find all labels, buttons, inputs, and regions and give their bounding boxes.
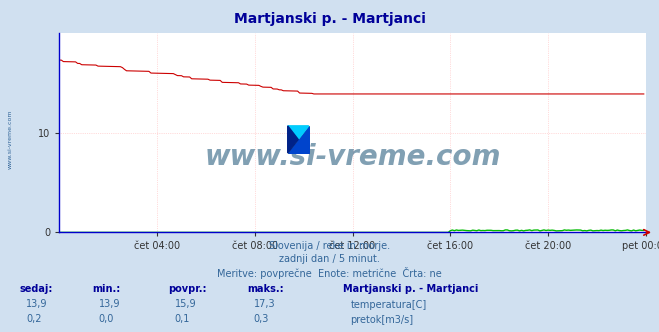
- Text: 0,2: 0,2: [26, 314, 42, 324]
- Polygon shape: [288, 126, 308, 153]
- Text: 13,9: 13,9: [26, 299, 48, 309]
- Text: Martjanski p. - Martjanci: Martjanski p. - Martjanci: [343, 284, 478, 294]
- Text: povpr.:: povpr.:: [168, 284, 206, 294]
- Polygon shape: [288, 126, 308, 139]
- Text: sedaj:: sedaj:: [20, 284, 53, 294]
- Text: min.:: min.:: [92, 284, 121, 294]
- Text: 0,0: 0,0: [99, 314, 114, 324]
- Text: temperatura[C]: temperatura[C]: [351, 300, 427, 310]
- Text: 13,9: 13,9: [99, 299, 121, 309]
- Text: maks.:: maks.:: [247, 284, 284, 294]
- Text: Slovenija / reke in morje.: Slovenija / reke in morje.: [269, 241, 390, 251]
- Polygon shape: [288, 126, 298, 153]
- Text: 15,9: 15,9: [175, 299, 196, 309]
- Text: pretok[m3/s]: pretok[m3/s]: [351, 315, 414, 325]
- Text: zadnji dan / 5 minut.: zadnji dan / 5 minut.: [279, 254, 380, 264]
- Text: 0,3: 0,3: [254, 314, 269, 324]
- Text: 17,3: 17,3: [254, 299, 275, 309]
- Text: Meritve: povprečne  Enote: metrične  Črta: ne: Meritve: povprečne Enote: metrične Črta:…: [217, 267, 442, 279]
- Text: www.si-vreme.com: www.si-vreme.com: [7, 110, 13, 169]
- Text: 0,1: 0,1: [175, 314, 190, 324]
- Text: www.si-vreme.com: www.si-vreme.com: [204, 143, 501, 171]
- Text: Martjanski p. - Martjanci: Martjanski p. - Martjanci: [233, 12, 426, 26]
- Polygon shape: [288, 126, 308, 153]
